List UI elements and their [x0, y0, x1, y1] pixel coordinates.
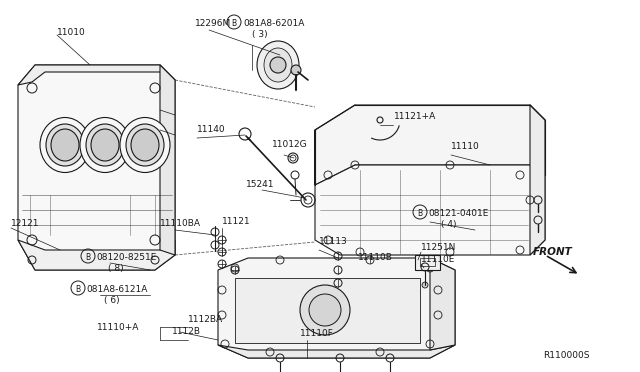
Text: 12296M: 12296M: [195, 19, 231, 28]
Text: 11121: 11121: [222, 217, 251, 225]
Polygon shape: [18, 240, 175, 270]
Text: 11113: 11113: [319, 237, 348, 246]
Polygon shape: [415, 255, 440, 270]
Polygon shape: [160, 65, 175, 255]
Text: B: B: [85, 253, 91, 262]
Text: ( 3): ( 3): [252, 29, 268, 38]
Circle shape: [422, 282, 428, 288]
Text: 11110B: 11110B: [358, 253, 393, 263]
Ellipse shape: [126, 124, 164, 166]
Text: ( 8): ( 8): [108, 263, 124, 273]
Text: 11012G: 11012G: [272, 140, 308, 148]
Polygon shape: [18, 65, 175, 85]
Text: 11140: 11140: [197, 125, 226, 134]
Text: ( 4): ( 4): [441, 219, 456, 228]
Circle shape: [270, 57, 286, 73]
Ellipse shape: [46, 124, 84, 166]
Text: 11010: 11010: [57, 28, 86, 36]
Ellipse shape: [264, 48, 292, 82]
Ellipse shape: [120, 118, 170, 173]
Text: B: B: [76, 285, 81, 294]
Polygon shape: [430, 258, 455, 350]
Polygon shape: [218, 258, 455, 358]
Ellipse shape: [91, 129, 119, 161]
Ellipse shape: [51, 129, 79, 161]
Text: 081A8-6201A: 081A8-6201A: [243, 19, 305, 28]
Text: B: B: [232, 19, 237, 28]
Text: 11110E: 11110E: [421, 254, 456, 263]
Bar: [420, 258, 435, 266]
Bar: [235, 278, 420, 343]
Text: 08121-0401E: 08121-0401E: [428, 208, 488, 218]
Polygon shape: [530, 105, 545, 255]
Text: 081A8-6121A: 081A8-6121A: [86, 285, 147, 294]
Text: 08120-8251E: 08120-8251E: [96, 253, 156, 262]
Text: 11121+A: 11121+A: [394, 112, 436, 121]
Ellipse shape: [131, 129, 159, 161]
Text: R110000S: R110000S: [543, 352, 589, 360]
Ellipse shape: [86, 124, 124, 166]
Polygon shape: [315, 105, 545, 185]
Circle shape: [309, 294, 341, 326]
Polygon shape: [18, 65, 175, 270]
Circle shape: [300, 285, 350, 335]
Text: B: B: [417, 208, 422, 218]
Polygon shape: [315, 130, 545, 255]
Text: 11110BA: 11110BA: [160, 218, 201, 228]
Text: 11110: 11110: [451, 141, 480, 151]
Text: 12121: 12121: [11, 218, 40, 228]
Ellipse shape: [257, 41, 299, 89]
Polygon shape: [218, 345, 455, 358]
Text: 11251N: 11251N: [421, 243, 456, 251]
Text: 15241: 15241: [246, 180, 275, 189]
Text: 1112BA: 1112BA: [188, 314, 223, 324]
Text: 1112B: 1112B: [172, 327, 201, 336]
Text: 11110+A: 11110+A: [97, 323, 140, 331]
Text: ( 6): ( 6): [104, 295, 120, 305]
Text: 11110F: 11110F: [300, 330, 334, 339]
Ellipse shape: [80, 118, 130, 173]
Circle shape: [291, 65, 301, 75]
Text: FRONT: FRONT: [533, 247, 573, 257]
Ellipse shape: [40, 118, 90, 173]
